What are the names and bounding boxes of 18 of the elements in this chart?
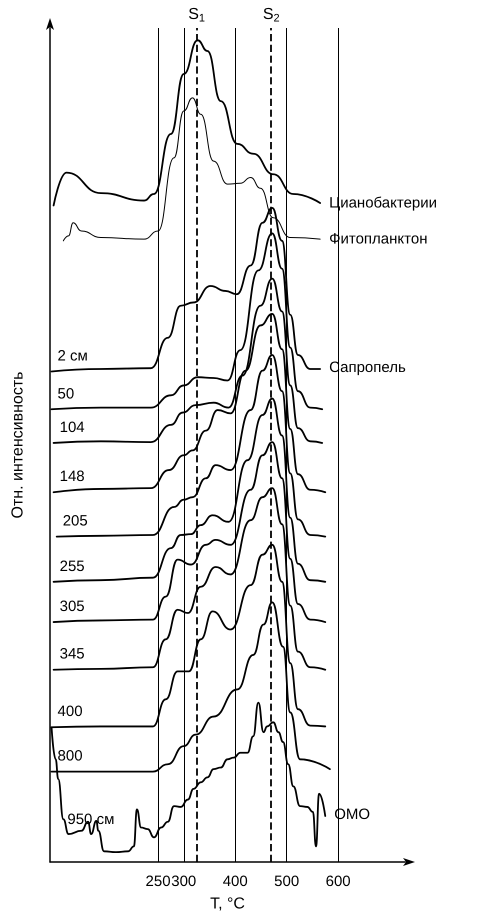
- series-label: 305: [60, 598, 85, 616]
- series-label: 148: [60, 468, 85, 486]
- series-label: 50: [58, 385, 74, 402]
- series-label: 345: [60, 646, 85, 663]
- series-label: 950 см: [67, 810, 114, 828]
- x-tick-label: 400: [222, 873, 248, 890]
- x-axis-title: T, °C: [210, 896, 245, 912]
- series-label: 255: [60, 558, 85, 575]
- series-label: 2 см: [58, 347, 88, 364]
- series-label: 205: [62, 512, 88, 530]
- series-label: 104: [60, 418, 85, 436]
- series-label: 800: [58, 748, 83, 765]
- x-tick-label: 500: [274, 873, 300, 890]
- x-tick-label: 600: [326, 873, 351, 890]
- x-tick-label: 250: [146, 873, 171, 890]
- y-axis-title: Отн. интенсивность: [10, 372, 26, 518]
- x-tick-label: 300: [171, 873, 196, 890]
- series-label: 400: [58, 703, 83, 720]
